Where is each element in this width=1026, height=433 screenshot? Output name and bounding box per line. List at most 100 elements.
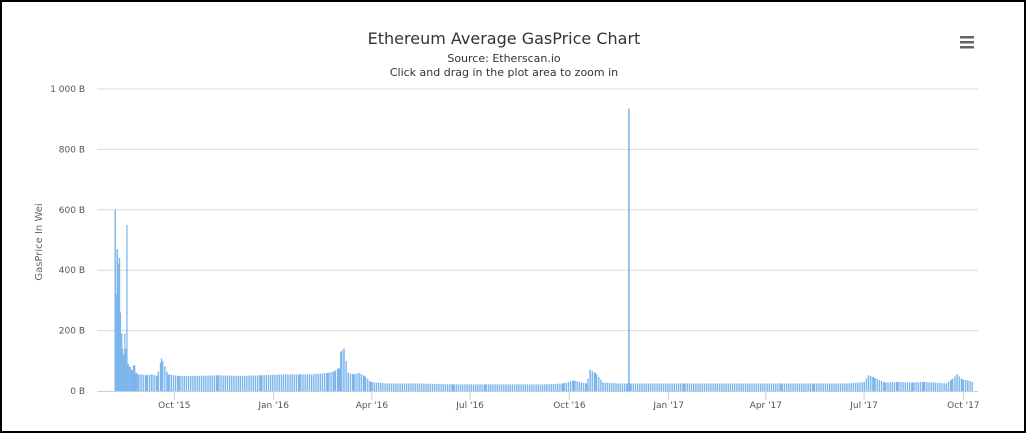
bar[interactable] xyxy=(895,381,898,391)
bar[interactable] xyxy=(272,374,274,391)
bar[interactable] xyxy=(220,375,222,391)
bar[interactable] xyxy=(572,380,574,391)
bar[interactable] xyxy=(697,383,699,391)
bar[interactable] xyxy=(848,383,850,391)
bar[interactable] xyxy=(397,383,399,391)
bar[interactable] xyxy=(487,384,490,391)
bar-spike[interactable] xyxy=(118,258,121,391)
bar[interactable] xyxy=(718,383,721,391)
bar[interactable] xyxy=(826,383,829,391)
bar[interactable] xyxy=(516,384,518,391)
bar[interactable] xyxy=(738,383,740,391)
bar[interactable] xyxy=(380,382,382,391)
bar[interactable] xyxy=(703,383,706,391)
bar[interactable] xyxy=(136,372,138,391)
bar-spike[interactable] xyxy=(260,375,262,391)
bar[interactable] xyxy=(291,374,293,391)
bar[interactable] xyxy=(269,374,272,391)
bar[interactable] xyxy=(326,372,328,391)
bar[interactable] xyxy=(818,383,820,391)
bar-spike[interactable] xyxy=(573,380,575,391)
bar[interactable] xyxy=(295,374,298,391)
bar[interactable] xyxy=(904,382,906,391)
bar-spike[interactable] xyxy=(418,383,421,391)
bar[interactable] xyxy=(235,375,237,391)
bar[interactable] xyxy=(300,374,302,391)
bar[interactable] xyxy=(332,371,334,391)
bar[interactable] xyxy=(803,383,805,391)
bar-spike[interactable] xyxy=(812,383,815,391)
bar[interactable] xyxy=(626,383,628,391)
bar[interactable] xyxy=(429,383,432,391)
bar[interactable] xyxy=(850,383,853,391)
bar[interactable] xyxy=(334,370,337,391)
bar[interactable] xyxy=(677,383,680,391)
bar-spike[interactable] xyxy=(370,381,372,391)
bar[interactable] xyxy=(250,375,252,391)
bar[interactable] xyxy=(708,383,710,391)
bar[interactable] xyxy=(675,383,678,391)
bar-spike[interactable] xyxy=(116,249,118,391)
bar[interactable] xyxy=(174,375,177,391)
bar[interactable] xyxy=(565,382,568,391)
bar[interactable] xyxy=(129,366,132,391)
bar-spike[interactable] xyxy=(873,377,875,391)
bar[interactable] xyxy=(187,375,190,391)
bar-spike[interactable] xyxy=(119,312,122,391)
bar-spike[interactable] xyxy=(145,375,148,391)
bar[interactable] xyxy=(921,382,924,391)
bar[interactable] xyxy=(822,383,824,391)
bar-spike[interactable] xyxy=(589,369,591,391)
bar[interactable] xyxy=(211,375,214,391)
bar-spike[interactable] xyxy=(518,384,520,391)
bar[interactable] xyxy=(734,383,736,391)
bar-spike[interactable] xyxy=(125,348,127,391)
bar[interactable] xyxy=(932,382,935,391)
bar[interactable] xyxy=(133,365,136,391)
bar[interactable] xyxy=(714,383,717,391)
bar[interactable] xyxy=(768,383,770,391)
bar[interactable] xyxy=(231,375,233,391)
bar[interactable] xyxy=(181,375,183,391)
bar[interactable] xyxy=(859,382,861,391)
bar[interactable] xyxy=(427,383,429,391)
bar[interactable] xyxy=(446,384,449,391)
bar-spike[interactable] xyxy=(282,374,285,391)
bar[interactable] xyxy=(444,384,447,391)
bar[interactable] xyxy=(265,375,268,391)
bar[interactable] xyxy=(505,384,507,391)
bar[interactable] xyxy=(524,384,527,391)
bar[interactable] xyxy=(889,382,891,391)
bar[interactable] xyxy=(468,384,470,391)
bar[interactable] xyxy=(615,383,617,391)
bar-spike[interactable] xyxy=(178,375,180,391)
bar-spike[interactable] xyxy=(594,372,597,391)
bar[interactable] xyxy=(548,384,550,391)
bar[interactable] xyxy=(891,382,894,391)
bar-spike[interactable] xyxy=(586,383,588,391)
bar[interactable] xyxy=(749,383,751,391)
bar[interactable] xyxy=(785,383,788,391)
bar[interactable] xyxy=(321,373,324,391)
bar[interactable] xyxy=(341,350,343,391)
bar[interactable] xyxy=(652,383,654,391)
bar-spike[interactable] xyxy=(120,333,123,391)
bar[interactable] xyxy=(958,376,960,391)
bar[interactable] xyxy=(390,383,393,391)
bar[interactable] xyxy=(723,383,725,391)
bar-spike[interactable] xyxy=(780,383,782,391)
bar[interactable] xyxy=(423,383,425,391)
bar-spike[interactable] xyxy=(649,383,652,391)
bar[interactable] xyxy=(926,382,928,391)
bar[interactable] xyxy=(779,383,781,391)
bar[interactable] xyxy=(645,383,647,391)
bar[interactable] xyxy=(408,383,410,391)
bar[interactable] xyxy=(520,384,522,391)
bar[interactable] xyxy=(643,383,645,391)
bar[interactable] xyxy=(157,371,160,391)
bar[interactable] xyxy=(671,383,673,391)
bar[interactable] xyxy=(371,382,373,391)
bar-spike[interactable] xyxy=(353,374,355,391)
bar[interactable] xyxy=(835,383,837,391)
bar[interactable] xyxy=(464,384,466,391)
